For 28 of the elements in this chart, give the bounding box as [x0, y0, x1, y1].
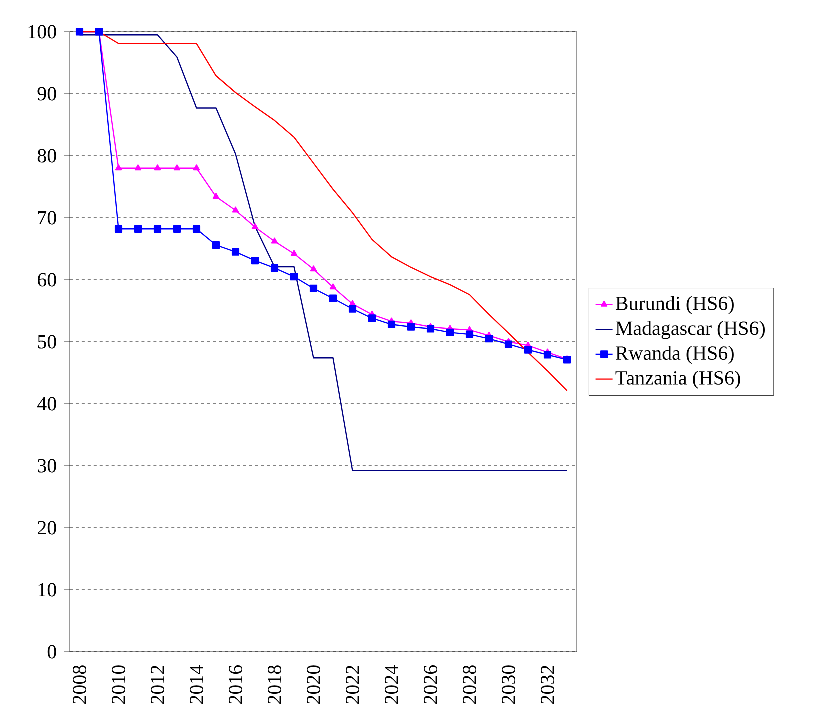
y-tick-label: 70	[38, 211, 56, 225]
y-tick-label: 90	[38, 87, 56, 101]
y-tick-label: 20	[38, 521, 56, 535]
legend-label: Rwanda (HS6)	[616, 346, 734, 364]
legend-label: Burundi (HS6)	[616, 296, 734, 314]
x-tick-label: 2026	[424, 665, 438, 704]
x-tick-label: 2028	[463, 666, 477, 704]
y-tick-label: 100	[28, 25, 56, 39]
legend-label: Madagascar (HS6)	[616, 321, 765, 340]
x-tick-label: 2022	[346, 666, 360, 704]
y-tick-label: 60	[38, 273, 56, 287]
x-tick-label: 2012	[151, 666, 165, 704]
y-tick-label: 10	[38, 583, 56, 597]
x-tick-label: 2018	[268, 666, 282, 704]
y-tick-label: 50	[38, 335, 56, 349]
x-tick-label: 2032	[541, 666, 555, 704]
y-tick-label: 80	[38, 149, 56, 163]
x-tick-label: 2016	[229, 665, 243, 704]
y-tick-label: 30	[38, 459, 56, 473]
y-tick-label: 40	[38, 397, 56, 411]
x-tick-label: 2014	[190, 665, 204, 704]
legend-label: Tanzania (HS6)	[616, 370, 740, 389]
x-tick-label: 2024	[385, 665, 399, 704]
x-tick-label: 2010	[112, 666, 126, 704]
x-tick-label: 2020	[307, 666, 321, 704]
x-tick-label: 2008	[73, 666, 87, 704]
y-tick-label: 0	[48, 645, 56, 659]
x-tick-label: 2030	[502, 666, 516, 704]
